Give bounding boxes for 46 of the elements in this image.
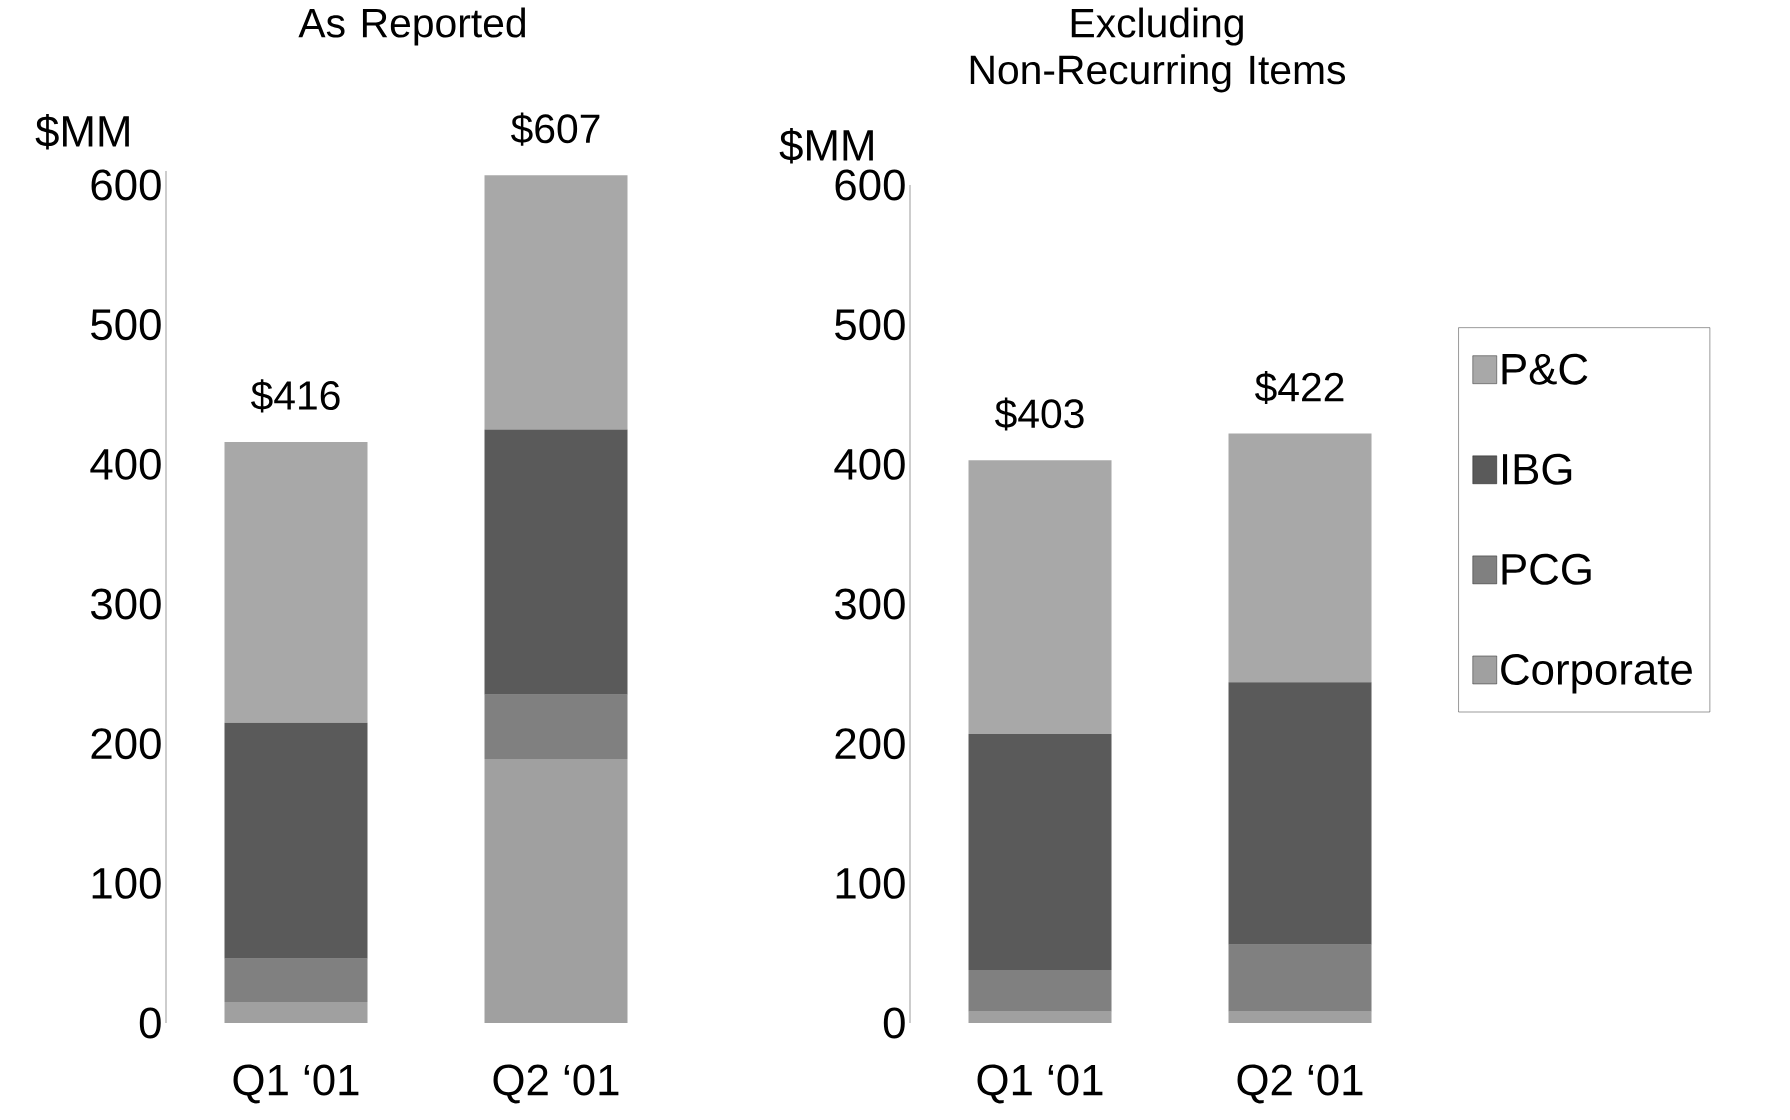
y-tick-label: 400 — [834, 448, 905, 480]
total-label: $422 — [1255, 371, 1344, 405]
y-axis-title: $MM — [35, 114, 129, 150]
bar — [968, 1011, 1112, 1023]
bar — [968, 733, 1112, 970]
y-tick-label: 200 — [835, 728, 905, 760]
bar — [224, 1002, 368, 1023]
chart-title: As Reported — [298, 7, 525, 46]
bar — [224, 441, 368, 723]
bar — [484, 759, 628, 1023]
y-tick-label: 500 — [91, 309, 161, 341]
bar — [224, 722, 368, 959]
y-tick-label: 100 — [92, 867, 161, 899]
y-tick-label: 100 — [836, 867, 905, 899]
y-tick-label: 200 — [91, 728, 161, 760]
legend-label: P&C — [1502, 353, 1588, 385]
bar — [1228, 944, 1372, 1012]
total-label: $416 — [251, 379, 340, 413]
x-tick-label: Q2 ‘01 — [493, 1064, 619, 1104]
y-tick-label: 300 — [91, 588, 161, 620]
bar — [1228, 433, 1372, 683]
bar — [968, 460, 1112, 734]
bar — [484, 429, 628, 695]
legend-label: Corporate — [1501, 653, 1692, 694]
bar — [1228, 682, 1372, 945]
bar — [224, 958, 368, 1003]
x-tick-label: Q1 ‘01 — [233, 1064, 359, 1104]
bar — [484, 175, 628, 430]
legend-label: IBG — [1502, 453, 1572, 485]
y-tick-label: 600 — [835, 169, 905, 201]
total-label: $607 — [511, 112, 600, 146]
x-tick-label: Q2 ‘01 — [1237, 1064, 1363, 1104]
bar — [1228, 1011, 1372, 1023]
x-tick-label: Q1 ‘01 — [977, 1064, 1103, 1104]
y-axis-title: $MM — [779, 127, 873, 164]
chart-title: Excluding Non-Recurring Items — [970, 7, 1346, 93]
bar — [484, 694, 628, 760]
y-tick-label: 0 — [139, 1007, 161, 1039]
y-tick-label: 0 — [883, 1007, 905, 1039]
y-tick-label: 600 — [91, 169, 161, 201]
legend-label: PCG — [1502, 553, 1591, 585]
total-label: $403 — [995, 397, 1084, 431]
y-tick-label: 300 — [835, 588, 905, 620]
y-tick-label: 500 — [835, 309, 905, 341]
bar — [968, 969, 1112, 1012]
y-tick-label: 400 — [90, 448, 161, 480]
